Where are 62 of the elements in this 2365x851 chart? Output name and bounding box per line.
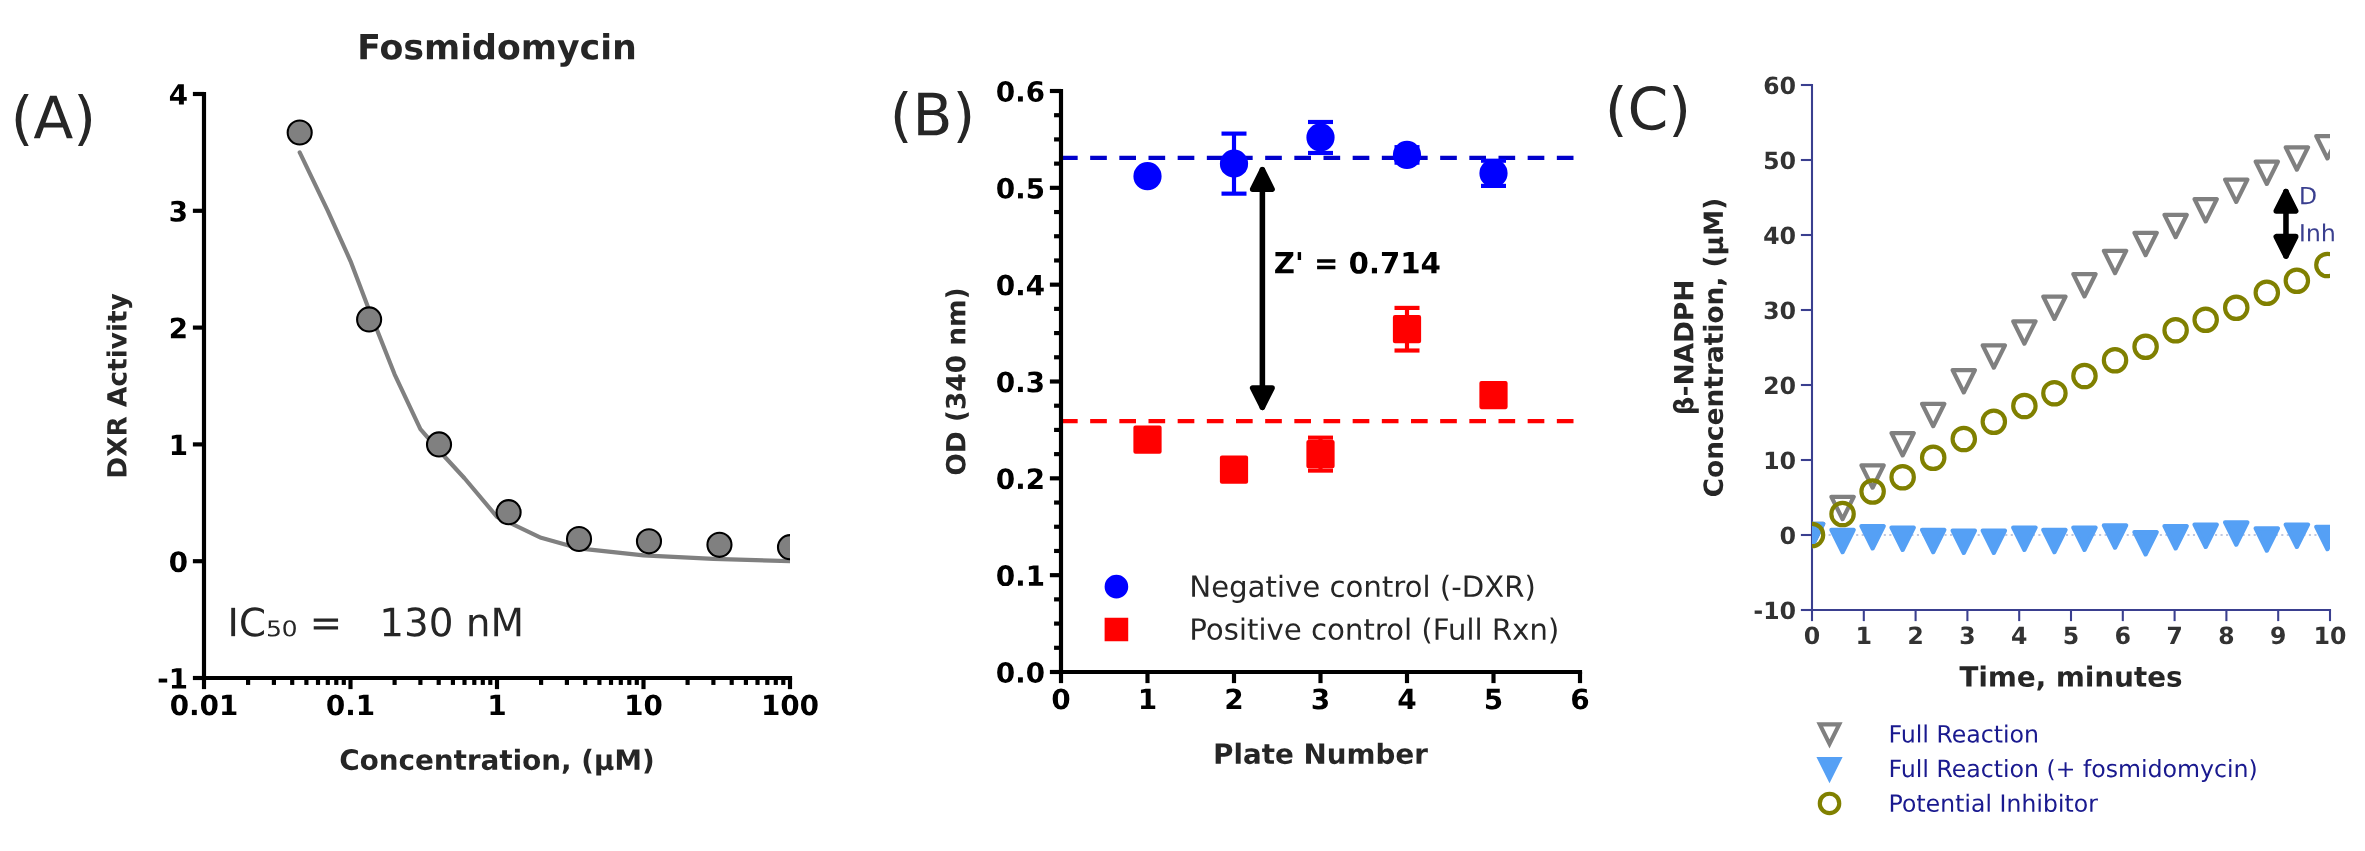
- x-tick-label: 1: [490, 694, 505, 716]
- legend-label: Full Reaction (+ fosmidomycin): [1890, 759, 2256, 782]
- y-tick-label: 0.0: [997, 661, 1044, 683]
- x-tick-label: 2: [1909, 626, 1922, 644]
- x-tick-label: 5: [2064, 626, 2078, 645]
- x-axis-title: Concentration, (µM): [340, 748, 653, 776]
- y-tick-label: -10: [1754, 601, 1795, 620]
- legend-label: Full Reaction: [1890, 724, 2037, 743]
- x-tick-label: 5: [1485, 688, 1502, 710]
- x-axis-title: Plate Number: [1215, 742, 1428, 765]
- y-tick-label: 20: [1765, 376, 1795, 395]
- x-tick-label: 9: [2271, 626, 2285, 645]
- text: (A): [15, 94, 92, 147]
- x-tick-label: 4: [2012, 626, 2027, 644]
- y-tick-label: 0.1: [997, 565, 1044, 587]
- y-tick-label: 1: [171, 434, 187, 455]
- y-tick-label: 0.3: [997, 371, 1043, 393]
- x-tick-label: 3: [1960, 626, 1974, 645]
- y-tick-label: 0.2: [997, 468, 1043, 490]
- legend-label: Positive control (Full Rxn): [1192, 617, 1557, 644]
- y-axis-title: DXR Activity: [106, 293, 133, 477]
- y-tick-label: 0.4: [997, 274, 1044, 296]
- y-tick-label: 0: [170, 551, 187, 573]
- annotation: IC₅₀ = 130 nM: [231, 607, 521, 637]
- y-tick-label: 3: [170, 200, 186, 222]
- x-tick-label: 1: [1858, 626, 1871, 644]
- y-tick-label: 40: [1764, 226, 1795, 245]
- legend-label: Negative control (-DXR): [1192, 574, 1534, 603]
- x-tick-label: 1: [1140, 688, 1156, 710]
- y-tick-label: -1: [158, 668, 187, 689]
- x-tick-label: 10: [2316, 626, 2346, 645]
- y-tick-label: 50: [1764, 151, 1795, 170]
- x-tick-label: 3: [1312, 688, 1328, 710]
- y-tick-label: 0.5: [997, 177, 1044, 199]
- x-tick-label: 0.01: [171, 694, 237, 716]
- x-tick-label: 10: [627, 694, 662, 716]
- x-tick-label: 0: [1052, 688, 1070, 710]
- text: (C): [1609, 85, 1687, 138]
- x-tick-label: 6: [2116, 626, 2130, 645]
- y-axis-title: β-NADPH Concentration, (µM): [1672, 199, 1729, 496]
- annotation: D Inh: [2301, 186, 2334, 242]
- y-tick-label: 30: [1764, 301, 1795, 320]
- x-tick-label: 0: [1804, 626, 1820, 645]
- y-tick-label: 60: [1764, 76, 1795, 95]
- x-tick-label: 4: [1398, 688, 1416, 710]
- x-tick-label: 0.1: [327, 694, 374, 716]
- text: (B): [894, 91, 971, 144]
- y-tick-label: 10: [1765, 451, 1795, 470]
- y-axis-title: OD (340 nm): [945, 289, 969, 475]
- x-tick-label: 8: [2219, 626, 2234, 645]
- y-tick-label: 4: [169, 84, 187, 105]
- x-axis-title: Time, minutes: [1959, 665, 2182, 691]
- x-tick-label: 7: [2167, 626, 2181, 644]
- x-tick-label: 6: [1572, 688, 1589, 710]
- y-tick-label: 0.6: [997, 80, 1044, 102]
- x-tick-label: 2: [1226, 688, 1242, 710]
- y-tick-label: 0: [1780, 526, 1795, 545]
- annotation: Z' = 0.714: [1275, 251, 1440, 274]
- chart-title: Fosmidomycin: [360, 32, 635, 67]
- y-tick-label: 2: [170, 317, 186, 339]
- x-tick-label: 100: [764, 694, 818, 716]
- legend-label: Potential Inhibitor: [1890, 793, 2098, 813]
